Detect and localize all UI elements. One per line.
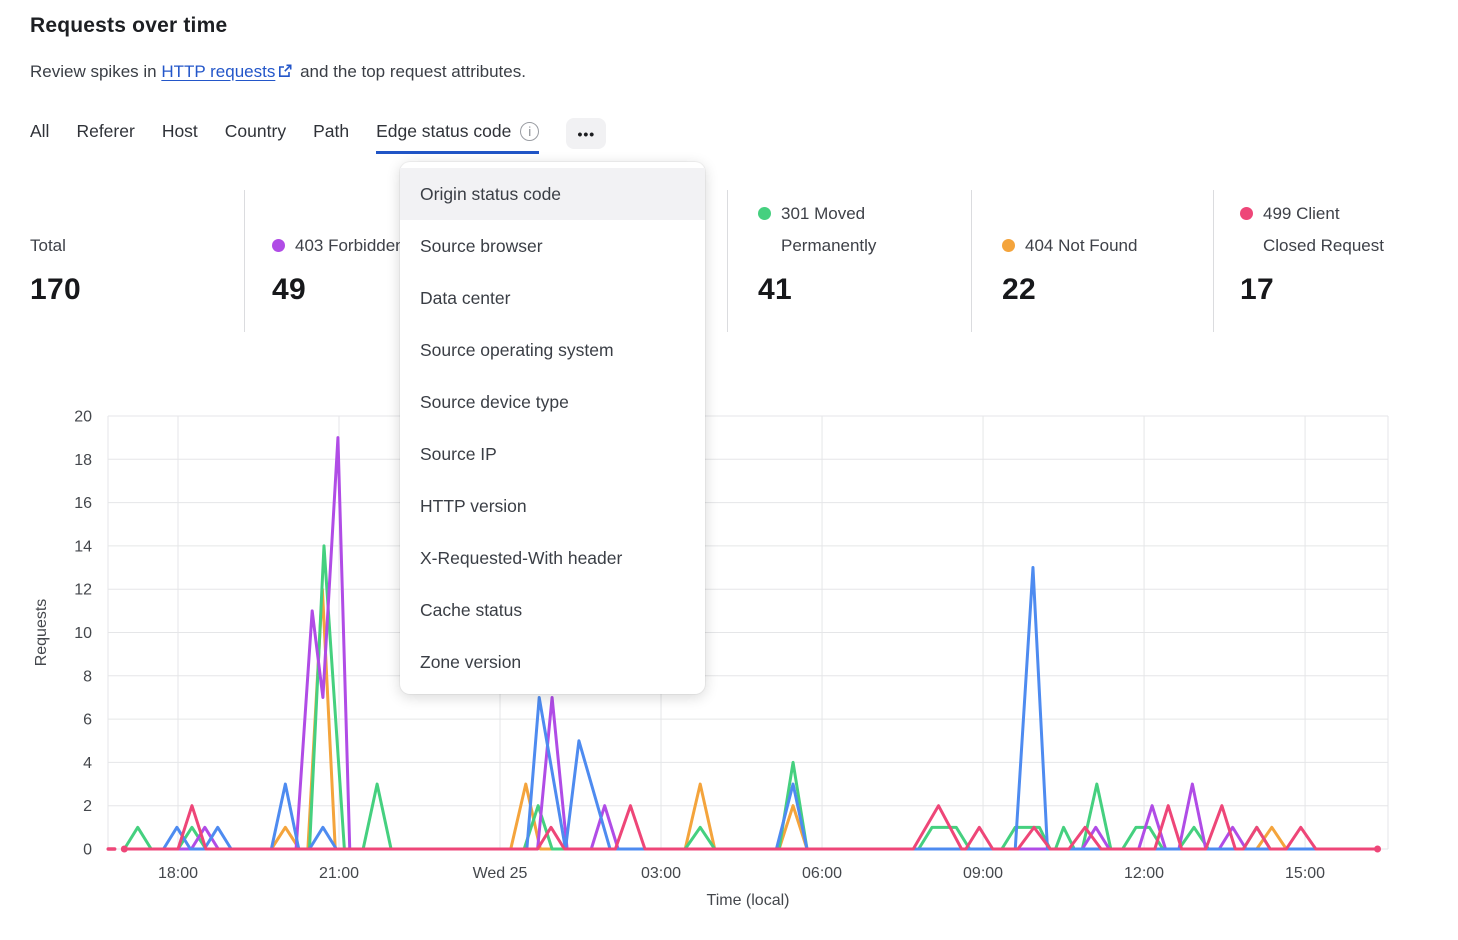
stat-499-client-closed-request: 499 Client Closed Request 17 xyxy=(1240,200,1385,308)
y-tick-label: 10 xyxy=(74,625,92,642)
stat-403-forbidden: 403 Forbidden 49 xyxy=(272,200,462,308)
x-tick-label: 03:00 xyxy=(641,865,681,882)
dropdown-item-source-operating-system[interactable]: Source operating system xyxy=(420,339,614,360)
subtitle-prefix: Review spikes in xyxy=(30,62,162,81)
more-tabs-button[interactable]: ••• xyxy=(566,118,607,149)
y-tick-label: 18 xyxy=(74,452,92,469)
legend-dot-301-moved-permanently xyxy=(758,207,771,220)
dropdown-item-source-device-type[interactable]: Source device type xyxy=(420,391,569,412)
y-tick-label: 0 xyxy=(83,842,92,859)
stat-404-not-found: 404 Not Found 22 xyxy=(1002,200,1177,308)
y-tick-label: 12 xyxy=(74,582,92,599)
stat-divider xyxy=(1213,190,1214,332)
info-icon[interactable]: i xyxy=(520,122,540,141)
y-tick-label: 16 xyxy=(74,495,92,512)
y-tick-label: 6 xyxy=(83,712,92,729)
chart-series xyxy=(106,436,1382,853)
stat-value: 170 xyxy=(30,273,81,306)
y-tick-label: 2 xyxy=(83,798,92,815)
active-tab-underline xyxy=(376,151,540,154)
x-axis-title: Time (local) xyxy=(707,892,790,909)
y-tick-label: 4 xyxy=(83,755,92,772)
stat-label: 499 Client Closed Request xyxy=(1263,204,1384,255)
tab-label: Host xyxy=(161,121,198,141)
stat-label: 403 Forbidden xyxy=(295,236,405,255)
tab-all[interactable]: All xyxy=(30,121,49,154)
chart-axis-labels: 0 2 4 6 8 10 12 14 16 18 20 18:00 21:00 Wed 25 03:00 06… xyxy=(33,409,1325,910)
stat-divider xyxy=(727,190,728,332)
stat-301-moved-permanently: 301 Moved Permanently 41 xyxy=(758,200,908,308)
tab-label: Edge status code xyxy=(376,121,512,141)
tab-referer[interactable]: Referer xyxy=(76,121,134,154)
dropdown-item-data-center[interactable]: Data center xyxy=(420,287,511,308)
tab-label: Referer xyxy=(76,121,135,141)
x-tick-label: 18:00 xyxy=(158,865,198,882)
stat-total: Total 170 xyxy=(30,200,180,308)
tab-label: Country xyxy=(224,121,287,141)
legend-dot-403-forbidden xyxy=(272,239,285,252)
x-tick-label: 06:00 xyxy=(802,865,842,882)
stat-label: Total xyxy=(30,236,66,255)
x-tick-label: 12:00 xyxy=(1124,865,1164,882)
x-tick-label: Wed 25 xyxy=(473,865,528,882)
external-link-icon xyxy=(277,62,293,82)
x-tick-label: 21:00 xyxy=(319,865,359,882)
stat-label: 301 Moved Permanently xyxy=(781,204,877,255)
dropdown-item-origin-status-code[interactable]: Origin status code xyxy=(400,168,705,220)
y-tick-label: 14 xyxy=(74,538,92,555)
tab-label: Path xyxy=(313,121,350,141)
series-499-client-closed-request-endpoint-dot xyxy=(120,845,128,853)
tab-host[interactable]: Host xyxy=(162,121,198,154)
attribute-dropdown-menu: Origin status code Source browser Data cen… xyxy=(400,162,705,694)
y-axis-title: Requests xyxy=(33,599,50,667)
http-requests-link[interactable]: HTTP requests xyxy=(161,62,276,81)
series-403-forbidden-line xyxy=(122,436,1380,851)
dropdown-item-zone-version[interactable]: Zone version xyxy=(420,651,522,672)
dropdown-item-cache-status[interactable]: Cache status xyxy=(420,599,523,620)
dropdown-item-x-requested-with-header[interactable]: X-Requested-With header xyxy=(420,547,623,568)
y-tick-label: 8 xyxy=(83,668,92,685)
series-301-moved-permanently-line xyxy=(122,544,1380,851)
stat-divider xyxy=(244,190,245,332)
page-title: Requests over time xyxy=(30,14,228,37)
dropdown-item-source-ip[interactable]: Source IP xyxy=(420,443,497,464)
stat-value: 17 xyxy=(1240,273,1274,306)
stat-divider xyxy=(971,190,972,332)
dropdown-item-source-browser[interactable]: Source browser xyxy=(420,235,543,256)
legend-dot-499-client-closed-request xyxy=(1240,207,1253,220)
legend-dot-404-not-found xyxy=(1002,239,1015,252)
subtitle-suffix: and the top request attributes. xyxy=(295,62,526,81)
stat-value: 49 xyxy=(272,273,306,306)
subtitle: Review spikes in HTTP requests and the t… xyxy=(30,62,526,82)
stat-value: 41 xyxy=(758,273,792,306)
tab-edge-status-code[interactable]: Edge status code i xyxy=(376,121,540,154)
tab-label: All xyxy=(30,121,50,141)
attribute-tabs: All Referer Host Country Path Edge status cod… xyxy=(30,118,607,154)
tab-country[interactable]: Country xyxy=(225,121,286,154)
y-tick-label: 20 xyxy=(74,409,92,426)
series-499-client-closed-request-line xyxy=(122,804,1380,851)
dropdown-item-http-version[interactable]: HTTP version xyxy=(420,495,527,516)
x-tick-label: 15:00 xyxy=(1285,865,1325,882)
tab-path[interactable]: Path xyxy=(313,121,349,154)
stat-value: 22 xyxy=(1002,273,1036,306)
x-tick-label: 09:00 xyxy=(963,865,1003,882)
series-499-client-closed-request-endpoint-dot xyxy=(1374,845,1382,853)
stat-label: 404 Not Found xyxy=(1025,236,1138,255)
